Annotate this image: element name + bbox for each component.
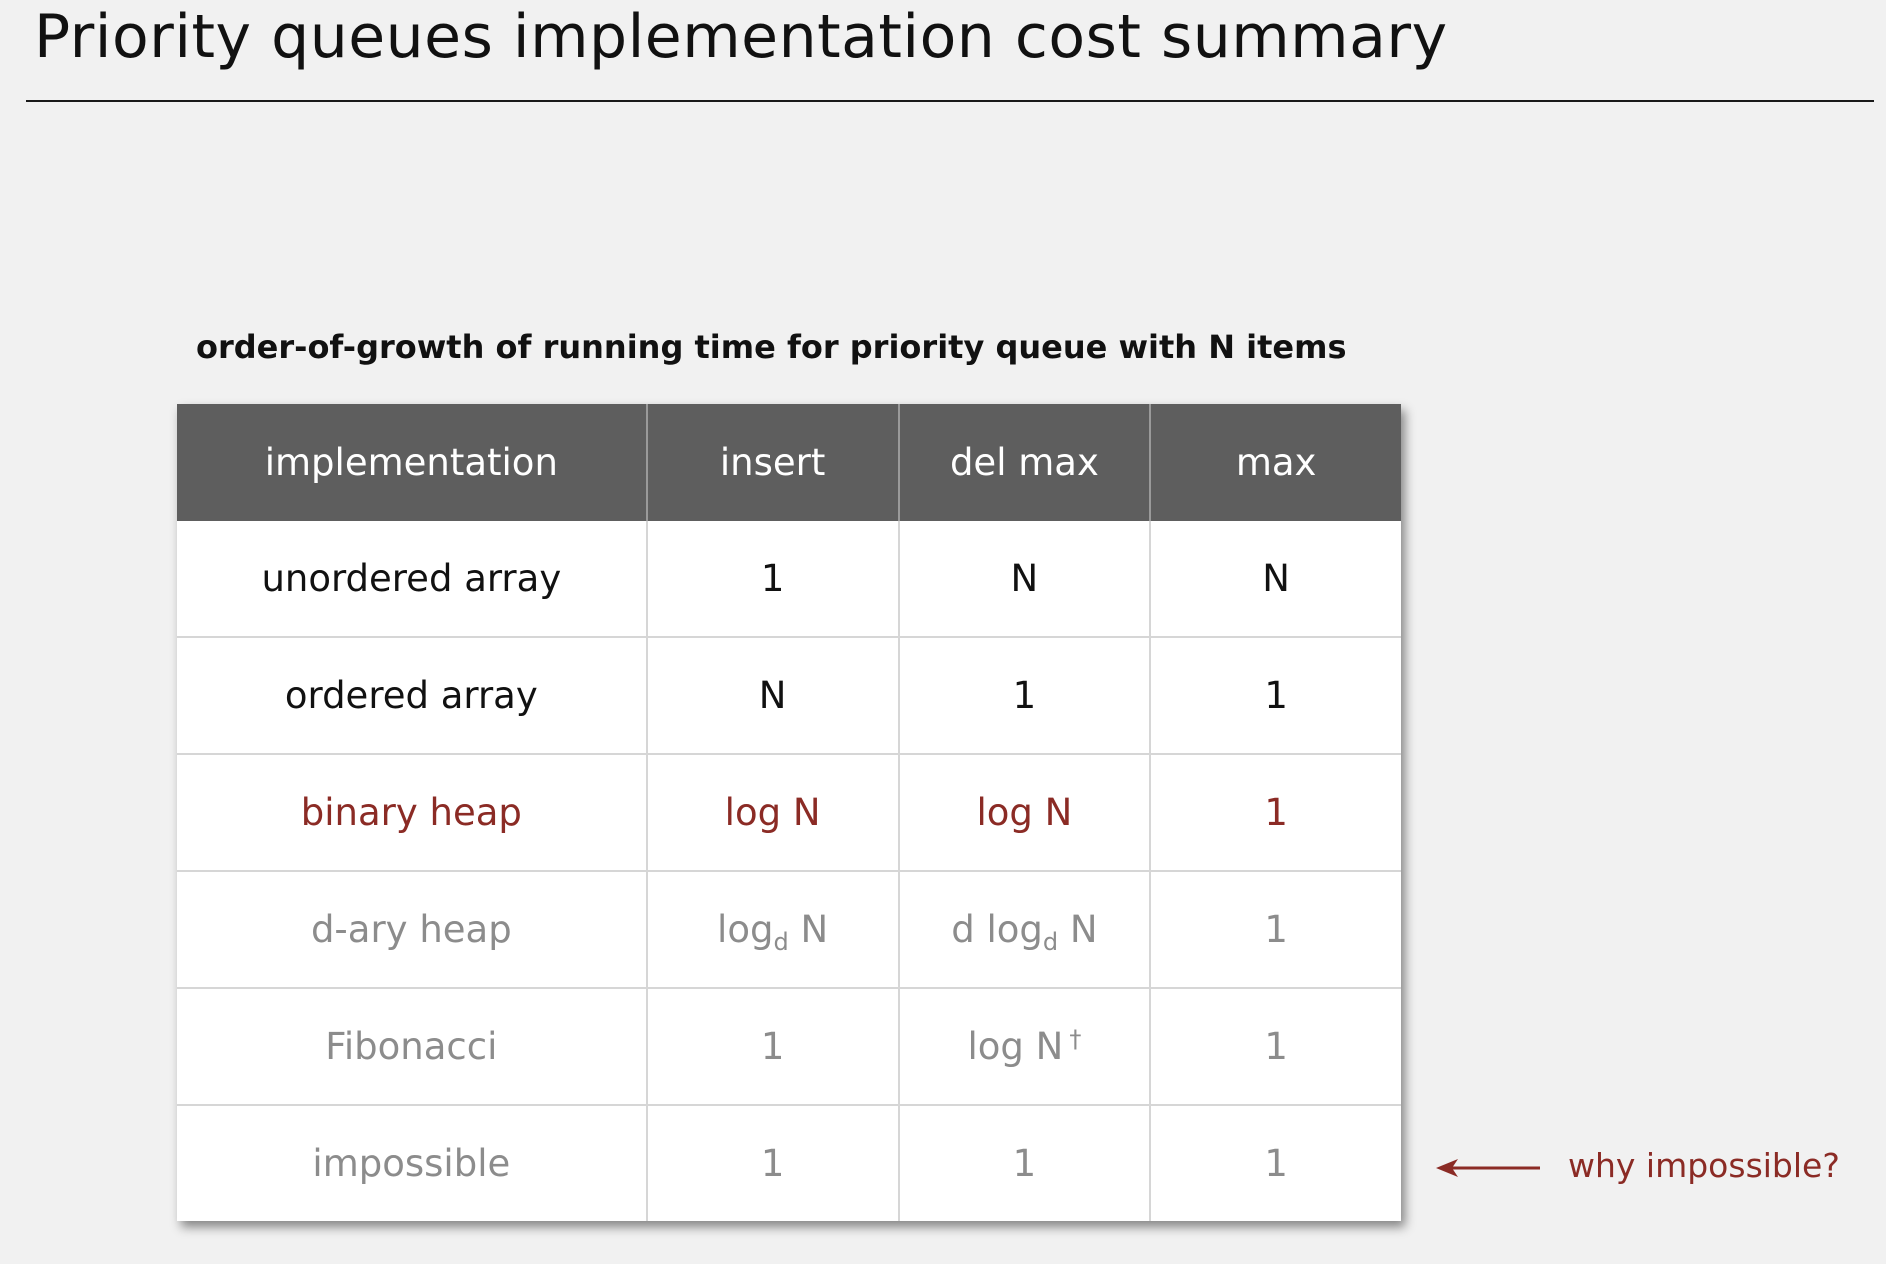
cell-value: N [759,674,787,717]
cell-value-text: N [1262,557,1290,600]
cell-value-suffix: N [788,908,829,951]
cell-value: 1 [1264,791,1288,834]
cell-value-text: log N [976,791,1073,834]
cell-value-text: 1 [760,557,785,600]
cell-value-subscript: d [1042,928,1059,956]
cell-max: N [1149,521,1401,637]
cell-value-prefix: d log [951,908,1043,951]
cell-value: log N [976,791,1072,834]
cell-value-text: 1 [1264,791,1288,834]
header-del-max: del max [897,404,1151,521]
cell-value-text: 1 [1264,674,1288,717]
table-row: ordered array N 1 1 [177,636,1401,754]
cell-implementation: ordered array [177,636,647,754]
cell-del-max: d logd N [897,870,1151,988]
cell-implementation: d-ary heap [177,870,647,988]
cell-value-text: 1 [760,1025,785,1068]
cell-value: 1 [1264,1142,1288,1185]
cell-value: d logd N [951,908,1098,956]
cell-insert: 1 [645,1104,899,1221]
cell-implementation: impossible [177,1104,647,1221]
cell-value: N [1262,557,1290,600]
cell-max: 1 [1149,987,1401,1105]
cell-del-max: N [897,521,1151,637]
cell-insert: N [645,636,899,754]
cell-value-suffix: N [1058,908,1098,951]
cell-insert: log N [645,753,899,871]
table-header: implementation insert del max max [177,404,1401,521]
cell-value: 1 [1264,674,1288,717]
cell-del-max: log N † [897,987,1151,1105]
cell-value-text: N [1010,557,1039,600]
table-row: impossible 1 1 1 [177,1104,1401,1221]
why-impossible-note: why impossible? [1568,1146,1840,1185]
cell-value-subscript: d [773,928,789,956]
table-row: unordered array 1 N N [177,521,1401,637]
cell-insert: 1 [645,987,899,1105]
cell-implementation: unordered array [261,557,562,600]
cell-value: N [1011,557,1039,600]
dagger-footnote-mark: † [1069,1025,1082,1053]
cell-value: log N † [967,1025,1081,1068]
cell-value-text: 1 [1264,1025,1288,1068]
cell-implementation: binary heap [177,753,647,871]
cell-value-text: 1 [1264,1142,1288,1185]
cost-table: implementation insert del max max unorde… [177,404,1401,1221]
cell-value-text: 1 [760,1142,785,1185]
cell-value-prefix: log [717,908,774,951]
cell-del-max: 1 [897,636,1151,754]
cell-max: 1 [1149,753,1401,871]
cell-value: logd N [717,908,829,956]
cell-max: 1 [1149,870,1401,988]
cell-del-max: log N [897,753,1151,871]
cell-max: 1 [1149,1104,1401,1221]
cell-value: 1 [1264,908,1288,951]
cell-implementation: Fibonacci [177,987,647,1105]
cell-value: 1 [1013,1142,1037,1185]
cell-del-max: 1 [897,1104,1151,1221]
cell-value-text: 1 [1012,1142,1037,1185]
header-row: implementation insert del max max [177,404,1401,521]
cell-max: 1 [1149,636,1401,754]
cell-insert: logd N [645,870,899,988]
cell-value: 1 [761,557,785,600]
cell-value: 1 [761,1025,785,1068]
cell-value: log N [725,791,821,834]
title-divider [26,100,1874,102]
header-insert: insert [645,404,899,521]
cell-value: 1 [1013,674,1037,717]
cell-value-text: log N [724,791,821,834]
header-implementation: implementation [177,404,647,521]
header-max: max [1149,404,1401,521]
cell-insert: 1 [645,521,899,637]
cell-value-text: 1 [1264,908,1288,951]
cell-value-text: N [758,674,787,717]
page-title: Priority queues implementation cost summ… [34,2,1448,72]
cell-value: 1 [761,1142,785,1185]
table-caption: order-of-growth of running time for prio… [196,328,1347,366]
cell-value: 1 [1264,1025,1288,1068]
cell-value-text: 1 [1012,674,1037,717]
cell-value-text: log N [967,1025,1064,1068]
table-row: binary heap log N log N 1 [177,753,1401,871]
table-row: Fibonacci 1 log N † 1 [177,987,1401,1105]
left-arrow-icon [1436,1159,1540,1177]
